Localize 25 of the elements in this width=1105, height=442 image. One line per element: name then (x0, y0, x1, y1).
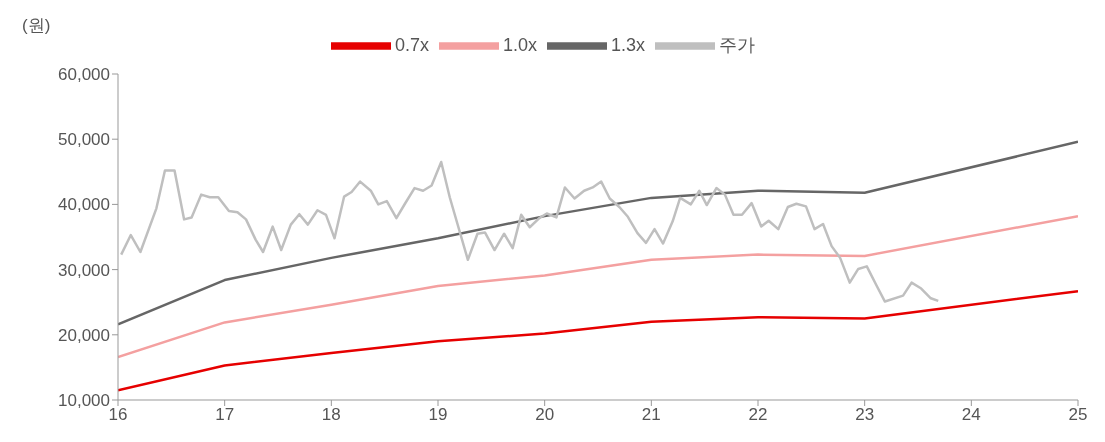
y-tick-label: 30,000 (58, 260, 110, 280)
x-tick-label: 20 (535, 405, 555, 425)
line-series (119, 160, 940, 303)
x-tick-label: 19 (428, 405, 448, 425)
y-tick-label: 10,000 (58, 391, 110, 411)
x-tick-label: 18 (321, 405, 341, 425)
line-series (118, 289, 1078, 392)
x-tick-label: 16 (108, 405, 128, 425)
x-tick-label: 23 (855, 405, 875, 425)
legend-label: 주가 (719, 34, 756, 55)
legend-label: 1.3x (611, 34, 646, 55)
x-tick-label: 25 (1068, 405, 1088, 425)
x-tick-label: 21 (641, 405, 661, 425)
y-tick-label: 60,000 (58, 65, 110, 85)
y-tick-label: 20,000 (58, 325, 110, 345)
line-series (118, 140, 1078, 326)
legend-label: 1.0x (502, 34, 538, 55)
line-series (118, 214, 1078, 359)
y-axis-title: (원) (22, 15, 51, 37)
y-tick-label: 40,000 (58, 195, 110, 215)
legend-label: 0.7x (394, 34, 429, 55)
x-tick-label: 24 (961, 405, 981, 425)
x-tick-label: 17 (215, 405, 235, 425)
y-tick-label: 50,000 (58, 130, 110, 150)
x-tick-label: 22 (748, 405, 768, 425)
